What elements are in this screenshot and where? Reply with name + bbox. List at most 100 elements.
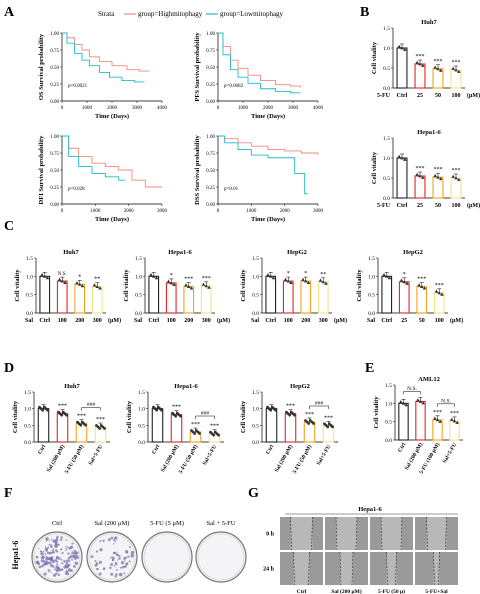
colony bbox=[115, 553, 119, 557]
colony bbox=[40, 559, 45, 563]
x-tick-label: Ctrl bbox=[265, 444, 275, 456]
colony bbox=[56, 550, 59, 553]
data-point bbox=[402, 280, 407, 284]
column-label: 5-FU+Sal bbox=[425, 589, 448, 594]
data-point bbox=[103, 427, 106, 430]
comparison-bracket bbox=[81, 407, 101, 411]
significance-label: *** bbox=[434, 167, 443, 173]
x-tick-label: 3000 bbox=[132, 106, 143, 111]
y-axis-label: DSS Survival probability bbox=[194, 134, 201, 204]
y-tick-label: 0.0 bbox=[383, 196, 390, 202]
y-tick-label: 1.5 bbox=[135, 256, 142, 262]
data-point bbox=[193, 432, 197, 435]
unit-label: (μM) bbox=[334, 317, 347, 324]
colony bbox=[67, 568, 72, 572]
colony bbox=[73, 565, 76, 568]
data-point bbox=[400, 156, 404, 160]
colony bbox=[55, 565, 59, 570]
colony bbox=[47, 557, 51, 561]
bar bbox=[151, 408, 164, 443]
colony bbox=[117, 559, 119, 561]
dish-column-label: Sal (200 μM) bbox=[95, 520, 130, 527]
colony bbox=[37, 561, 39, 563]
bar bbox=[39, 275, 51, 314]
colony bbox=[74, 561, 79, 566]
data-point bbox=[45, 276, 50, 280]
data-point bbox=[288, 413, 292, 417]
colony bbox=[114, 536, 118, 540]
data-point bbox=[416, 398, 420, 402]
colony bbox=[123, 559, 126, 562]
data-point bbox=[166, 279, 171, 283]
colony bbox=[125, 562, 128, 565]
colony bbox=[114, 540, 117, 543]
data-point bbox=[417, 283, 421, 287]
x-tick-label: 100 bbox=[58, 318, 67, 324]
colony bbox=[112, 559, 115, 562]
data-point bbox=[450, 417, 454, 421]
data-point bbox=[151, 274, 156, 278]
data-point bbox=[169, 281, 174, 285]
data-point bbox=[77, 282, 82, 286]
bar bbox=[170, 414, 183, 443]
panel-label-e: E bbox=[365, 361, 374, 376]
data-point bbox=[397, 44, 401, 48]
bar bbox=[300, 280, 312, 314]
x-tick-label: Ctrl bbox=[397, 93, 408, 99]
treatment-label: Sal bbox=[134, 318, 142, 324]
data-point bbox=[387, 276, 392, 280]
y-axis-label: Cell vitality bbox=[12, 400, 19, 433]
bar bbox=[317, 281, 329, 314]
km-plot-pfs: 0.00 0.25 0.50 0.75 1.00 0 1000 2000 3000 4000 Tim… bbox=[194, 32, 324, 120]
colony bbox=[52, 548, 55, 551]
data-point bbox=[75, 281, 79, 285]
y-axis-label: OS Survival probability bbox=[38, 33, 45, 100]
y-tick-label: 0.5 bbox=[138, 423, 145, 429]
data-point bbox=[454, 68, 458, 72]
data-point bbox=[57, 277, 62, 281]
data-point bbox=[212, 433, 216, 437]
y-tick-label: 1.0 bbox=[138, 407, 145, 413]
data-point bbox=[399, 278, 404, 282]
legend-title: Strata bbox=[98, 10, 115, 18]
km-curve-low bbox=[218, 135, 308, 195]
data-point bbox=[403, 47, 407, 51]
y-tick-label: 0.0 bbox=[368, 311, 375, 317]
data-point bbox=[321, 280, 326, 284]
x-tick-label: 300 bbox=[202, 318, 211, 324]
colony bbox=[47, 569, 51, 572]
data-point bbox=[189, 286, 194, 290]
data-point bbox=[306, 280, 311, 284]
x-tick-label: Ctrl bbox=[381, 318, 392, 324]
data-point bbox=[326, 425, 330, 429]
colony bbox=[99, 539, 102, 543]
colony bbox=[109, 566, 112, 570]
scratch-gap bbox=[293, 552, 310, 585]
colony bbox=[109, 557, 111, 559]
colony bbox=[94, 560, 97, 563]
km-curve-high bbox=[218, 135, 319, 156]
x-tick-label: 100 bbox=[435, 318, 444, 324]
x-tick-label: 100 bbox=[452, 203, 461, 209]
data-point bbox=[433, 65, 437, 69]
y-tick-label: 0.25 bbox=[50, 186, 59, 191]
panel-d-bar-charts: Huh7 0.0 0.5 1.0 1.5 Cell vitality Ctrl *** Sal … bbox=[12, 383, 338, 475]
scratch-gap bbox=[426, 517, 447, 550]
y-tick-label: 1.0 bbox=[368, 274, 375, 280]
data-point bbox=[415, 60, 419, 64]
data-point bbox=[403, 157, 407, 161]
x-tick-label: 100 bbox=[284, 318, 293, 324]
km-curve-low bbox=[62, 32, 145, 83]
x-tick-label: Sal+5-FU bbox=[202, 444, 218, 466]
data-point bbox=[84, 423, 87, 427]
y-tick-label: 0.00 bbox=[206, 100, 215, 105]
scratch-image bbox=[370, 551, 413, 586]
panel-g-title: Hepa1-6 bbox=[358, 506, 382, 513]
y-tick-label: 0.5 bbox=[24, 423, 31, 429]
colony bbox=[57, 543, 60, 546]
x-tick-label: 300 bbox=[93, 318, 102, 324]
colony bbox=[120, 560, 125, 565]
bar-chart-hepa1-6: Hepa1-6 0.0 0.5 1.0 1.5 Cell vitality Ctrl * 100… bbox=[123, 249, 230, 324]
colony bbox=[42, 550, 45, 553]
x-tick-label: Ctrl bbox=[397, 442, 407, 454]
